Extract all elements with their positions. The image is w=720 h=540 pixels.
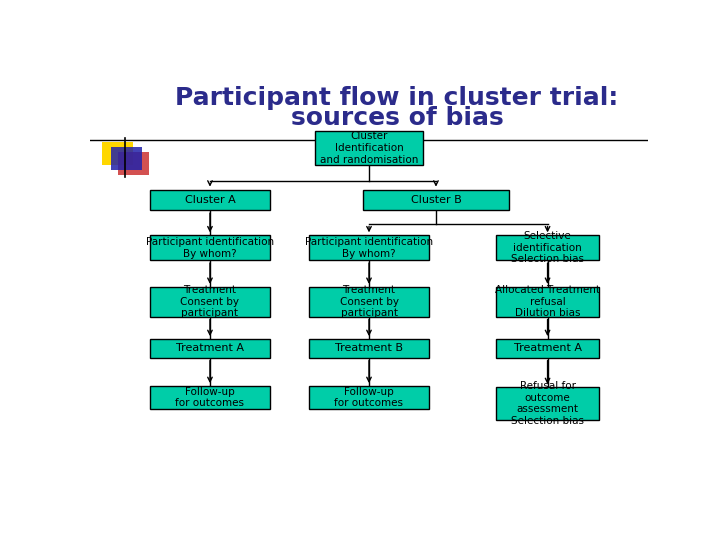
Text: Participant flow in cluster trial:: Participant flow in cluster trial: (175, 86, 618, 110)
FancyBboxPatch shape (150, 386, 270, 409)
Text: Cluster A: Cluster A (184, 195, 235, 205)
Text: sources of bias: sources of bias (291, 106, 503, 130)
Text: Follow-up
for outcomes: Follow-up for outcomes (335, 387, 403, 408)
FancyBboxPatch shape (309, 386, 429, 409)
FancyBboxPatch shape (315, 131, 423, 165)
Text: Refusal for
outcome
assessment
Selection bias: Refusal for outcome assessment Selection… (511, 381, 584, 426)
Text: Treatment B: Treatment B (335, 343, 403, 353)
FancyBboxPatch shape (150, 190, 270, 210)
Text: Treatment A: Treatment A (513, 343, 582, 353)
FancyBboxPatch shape (150, 287, 270, 317)
FancyBboxPatch shape (496, 339, 599, 357)
FancyBboxPatch shape (364, 190, 508, 210)
FancyBboxPatch shape (309, 287, 429, 317)
FancyBboxPatch shape (496, 387, 599, 420)
FancyBboxPatch shape (309, 339, 429, 357)
Text: Cluster
Identification
and randomisation: Cluster Identification and randomisation (320, 131, 418, 165)
Text: Allocated Treatment
refusal
Dilution bias: Allocated Treatment refusal Dilution bia… (495, 285, 600, 319)
FancyBboxPatch shape (150, 339, 270, 357)
FancyBboxPatch shape (496, 287, 599, 317)
Text: Treatment
Consent by
participant: Treatment Consent by participant (181, 285, 240, 319)
FancyBboxPatch shape (102, 141, 133, 165)
FancyBboxPatch shape (496, 235, 599, 260)
FancyBboxPatch shape (309, 235, 429, 260)
Text: Cluster B: Cluster B (410, 195, 462, 205)
Text: Participant identification
By whom?: Participant identification By whom? (305, 237, 433, 259)
FancyBboxPatch shape (111, 147, 142, 170)
Text: Selective
identification
Selection bias: Selective identification Selection bias (511, 231, 584, 265)
Text: Participant identification
By whom?: Participant identification By whom? (146, 237, 274, 259)
FancyBboxPatch shape (118, 152, 148, 175)
Text: Treatment A: Treatment A (176, 343, 244, 353)
FancyBboxPatch shape (150, 235, 270, 260)
Text: Follow-up
for outcomes: Follow-up for outcomes (176, 387, 245, 408)
Text: Treatment
Consent by
participant: Treatment Consent by participant (340, 285, 398, 319)
